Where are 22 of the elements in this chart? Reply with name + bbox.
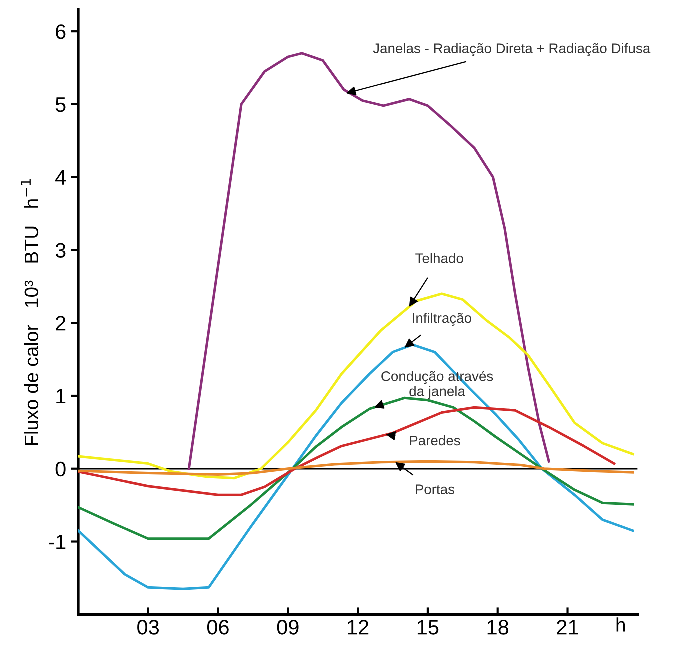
y-tick-label: 3 — [56, 243, 66, 258]
y-tick-label: 6 — [56, 24, 66, 40]
annotation: Portas — [416, 484, 455, 494]
x-tick-label: 06 — [207, 620, 229, 635]
annotation: Infiltração — [413, 312, 472, 326]
y-axis-title: Fluxo de calor 10³ BTU h$^{−1}$ — [21, 179, 39, 446]
x-tick-label: 09 — [277, 620, 299, 635]
x-tick-label: 21 — [557, 620, 578, 635]
y-tick-label: 5 — [56, 98, 66, 112]
y-tick-label: 1 — [56, 389, 66, 404]
y-tick-label: -1 — [49, 534, 66, 550]
annotation: Telhado — [416, 253, 464, 264]
annotation: Janelas - Radiação Direta + Radiação Difusa — [373, 43, 651, 56]
x-tick-label: 12 — [348, 620, 369, 635]
x-tick-label: 03 — [138, 620, 160, 635]
y-tick-label: 0 — [56, 462, 66, 477]
y-tick-label: 4 — [56, 170, 66, 185]
x-axis-title: h — [616, 618, 626, 632]
y-tick-label: 2 — [56, 316, 66, 331]
x-tick-label: 15 — [418, 620, 439, 635]
annotation: Paredes — [410, 435, 460, 446]
x-tick-label: 18 — [488, 620, 509, 635]
